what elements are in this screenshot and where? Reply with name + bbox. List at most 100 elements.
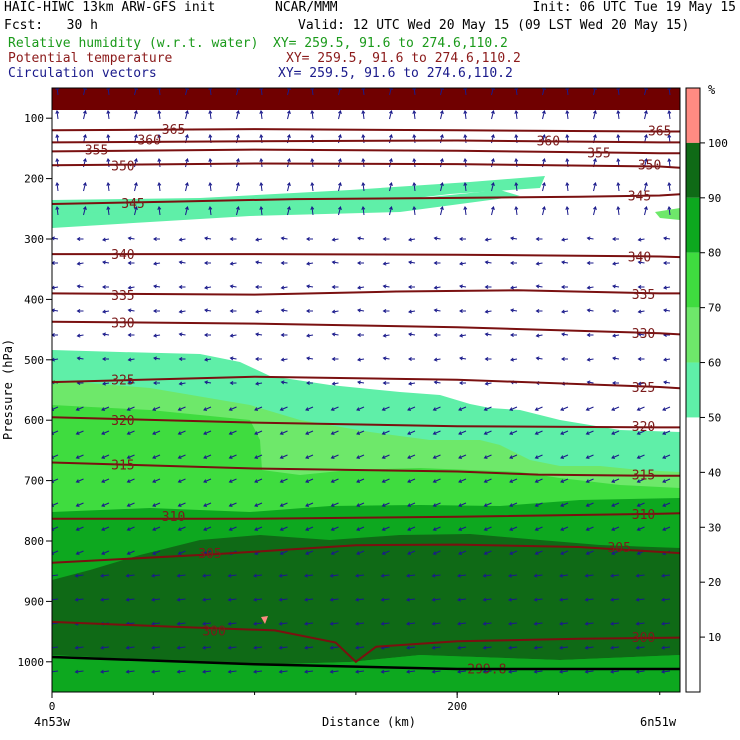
circulation-vector bbox=[305, 550, 314, 555]
circulation-vector bbox=[52, 237, 59, 240]
circulation-vector bbox=[413, 206, 416, 216]
circulation-vector-head bbox=[357, 380, 361, 385]
circulation-vector bbox=[152, 478, 161, 483]
circulation-vector-head bbox=[565, 158, 570, 162]
circulation-vector-head bbox=[329, 573, 334, 578]
circulation-vector-head bbox=[361, 206, 366, 210]
circulation-vector bbox=[536, 262, 543, 265]
circulation-vector bbox=[153, 357, 161, 360]
rh-colorbar: 10 20 30 40 50 60 70 80 90 100 bbox=[685, 87, 728, 693]
circulation-vector bbox=[102, 238, 110, 241]
circulation-vector-head bbox=[560, 503, 565, 507]
circulation-vector-head bbox=[356, 527, 361, 531]
circulation-vector bbox=[279, 574, 288, 577]
circulation-vector bbox=[331, 478, 339, 483]
circulation-vector-head bbox=[514, 110, 519, 114]
colorbar-band bbox=[686, 142, 700, 198]
circulation-vector-head bbox=[635, 573, 640, 578]
theta-label-365: 365 bbox=[648, 124, 671, 139]
circulation-vector bbox=[610, 622, 620, 625]
circulation-vector bbox=[158, 182, 161, 192]
circulation-vector bbox=[408, 310, 416, 313]
circulation-vector bbox=[586, 526, 594, 531]
colorbar-band bbox=[686, 417, 700, 692]
circulation-vector-head bbox=[153, 284, 157, 289]
circulation-vector bbox=[509, 526, 518, 531]
circulation-vector-head bbox=[535, 261, 540, 266]
circulation-vector-head bbox=[228, 479, 233, 483]
circulation-vector bbox=[381, 574, 390, 577]
circulation-vector bbox=[127, 406, 135, 411]
circulation-vector-head bbox=[593, 110, 597, 115]
circulation-vector bbox=[102, 333, 110, 336]
circulation-vector bbox=[382, 502, 390, 507]
circulation-vector-head bbox=[431, 669, 436, 674]
circulation-vector-head bbox=[535, 237, 540, 241]
circulation-vector-head bbox=[202, 573, 206, 578]
circulation-vector-head bbox=[287, 158, 291, 163]
circulation-vector bbox=[457, 598, 467, 601]
theta-contour-300 bbox=[52, 620, 680, 664]
circulation-vector-head bbox=[644, 110, 648, 115]
circulation-vector bbox=[254, 406, 263, 411]
circulation-vector-head bbox=[509, 527, 514, 531]
circulation-vector-head bbox=[458, 407, 463, 411]
circulation-vector-head bbox=[662, 503, 667, 507]
circulation-vector bbox=[355, 574, 365, 577]
circulation-vector-head bbox=[382, 237, 387, 241]
circulation-vector bbox=[586, 430, 594, 435]
circulation-vector bbox=[304, 598, 314, 601]
colorbar-tick-label: 40 bbox=[708, 466, 721, 479]
circulation-vector bbox=[464, 110, 467, 120]
circulation-vector-head bbox=[560, 407, 565, 411]
circulation-vector-head bbox=[482, 621, 487, 626]
circulation-vector-head bbox=[178, 357, 183, 361]
circulation-vector-head bbox=[458, 479, 463, 483]
circulation-vector-head bbox=[561, 285, 565, 289]
circulation-vector bbox=[433, 550, 441, 555]
theta-label-345: 345 bbox=[628, 190, 651, 205]
circulation-vector-head bbox=[514, 88, 519, 90]
circulation-vector-head bbox=[433, 333, 438, 337]
circulation-vector-head bbox=[560, 431, 565, 435]
circulation-vector-head bbox=[202, 645, 206, 650]
circulation-vector bbox=[305, 406, 314, 411]
circulation-vector-head bbox=[306, 356, 310, 361]
circulation-vector bbox=[260, 110, 263, 120]
circulation-vector-head bbox=[510, 308, 514, 313]
circulation-vector bbox=[515, 110, 518, 120]
circulation-vector bbox=[126, 670, 135, 673]
circulation-vector-head bbox=[483, 431, 488, 435]
circulation-vector-head bbox=[177, 479, 182, 483]
colorbar-band bbox=[686, 252, 700, 308]
circulation-vector bbox=[202, 574, 212, 577]
circulation-vector bbox=[306, 262, 314, 265]
circulation-vector bbox=[102, 261, 110, 264]
circulation-vector-head bbox=[483, 527, 488, 531]
circulation-vector-head bbox=[185, 182, 189, 187]
circulation-vector bbox=[559, 670, 569, 673]
circulation-vector-head bbox=[259, 88, 264, 90]
circulation-vector bbox=[128, 309, 135, 312]
circulation-vector bbox=[484, 406, 492, 411]
init-time: Init: 06 UTC Tue 19 May 15 bbox=[532, 0, 737, 15]
circulation-vector-head bbox=[204, 261, 208, 265]
circulation-vector bbox=[509, 430, 518, 435]
circulation-vector-head bbox=[157, 88, 162, 90]
theta-label-350: 350 bbox=[111, 159, 134, 174]
circulation-vector-head bbox=[152, 503, 157, 507]
circulation-vector-head bbox=[259, 110, 264, 114]
circulation-vector-head bbox=[177, 551, 182, 555]
circulation-vector bbox=[177, 646, 186, 649]
circulation-vector-head bbox=[514, 134, 519, 138]
circulation-vector-head bbox=[127, 236, 132, 241]
circulation-vector-head bbox=[510, 357, 514, 362]
circulation-vector bbox=[52, 646, 59, 649]
theta-label-320: 320 bbox=[111, 414, 134, 429]
circulation-vector bbox=[508, 670, 518, 673]
circulation-vector bbox=[440, 110, 443, 120]
circulation-vector-head bbox=[433, 308, 438, 313]
circulation-vector bbox=[638, 333, 645, 336]
circulation-vector-head bbox=[593, 182, 597, 187]
circulation-vector bbox=[515, 182, 518, 192]
